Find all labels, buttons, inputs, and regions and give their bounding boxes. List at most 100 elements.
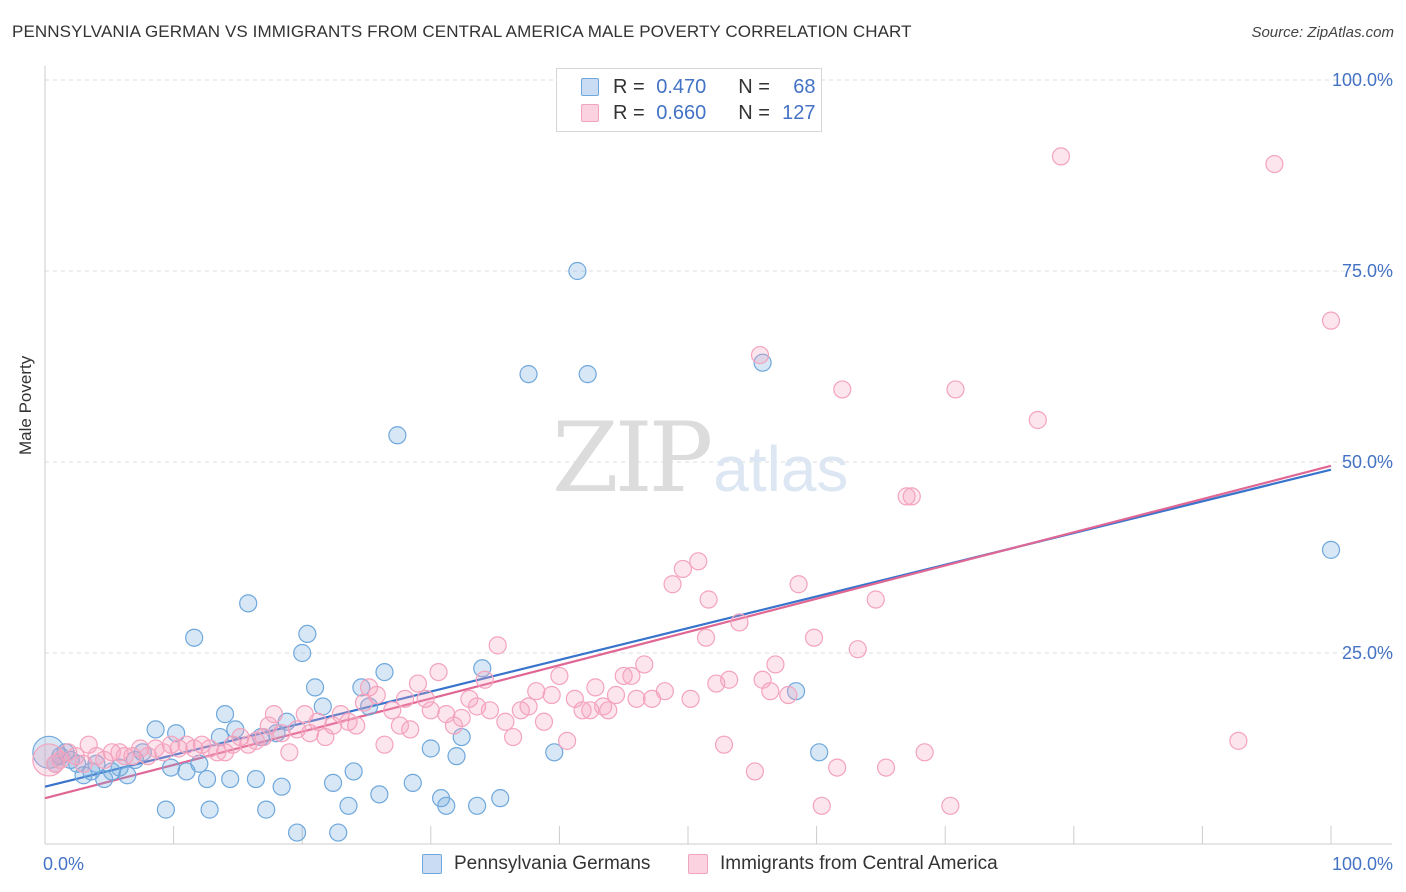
point-pennsylvania-germans: [403, 773, 422, 792]
point-central-america: [779, 685, 798, 705]
point-central-america: [215, 743, 235, 762]
point-central-america: [542, 685, 561, 705]
point-central-america: [475, 670, 494, 689]
point-pennsylvania-germans: [110, 758, 129, 777]
point-central-america: [828, 758, 847, 777]
series-swatch-blue: [422, 854, 442, 874]
point-central-america: [689, 552, 708, 571]
point-central-america: [519, 697, 538, 716]
point-central-america: [876, 758, 896, 777]
point-central-america: [789, 575, 808, 594]
point-central-america: [280, 743, 299, 762]
watermark-atlas: atlas: [713, 433, 849, 505]
point-central-america: [331, 705, 350, 724]
point-central-america: [66, 747, 85, 766]
point-central-america: [663, 575, 682, 594]
point-pennsylvania-germans: [578, 365, 597, 384]
point-central-america: [154, 743, 173, 762]
point-central-america: [123, 747, 142, 766]
point-pennsylvania-germans: [197, 769, 217, 789]
point-pennsylvania-germans: [545, 743, 564, 762]
point-central-america: [1265, 154, 1284, 174]
point-central-america: [395, 689, 415, 708]
point-central-america: [720, 670, 739, 689]
legend-n-label: N =: [738, 75, 770, 98]
point-central-america: [359, 678, 379, 697]
point-pennsylvania-germans: [388, 426, 407, 445]
point-central-america: [534, 712, 554, 731]
point-pennsylvania-germans: [156, 800, 175, 819]
point-central-america: [745, 762, 764, 781]
legend-r-value: 0.660: [656, 101, 707, 124]
point-central-america: [714, 735, 734, 754]
point-pennsylvania-germans: [329, 823, 348, 842]
point-pennsylvania-germans: [221, 769, 240, 789]
legend-swatch-pink: [581, 104, 599, 122]
point-pennsylvania-germans: [323, 773, 343, 792]
y-tick-label: 75.0%: [1342, 261, 1393, 281]
x-tick-label: 0.0%: [43, 854, 84, 874]
point-central-america: [131, 739, 150, 758]
legend-swatch-blue: [581, 78, 599, 96]
data-points: [32, 147, 1341, 842]
point-central-america: [390, 716, 410, 735]
point-central-america: [460, 689, 479, 708]
point-central-america: [606, 685, 626, 705]
point-central-america: [138, 747, 157, 766]
correlation-legend: R = 0.470 N = 68 R = 0.660 N = 127: [556, 68, 822, 132]
point-central-america: [599, 701, 618, 720]
point-pennsylvania-germans: [246, 769, 266, 789]
point-central-america: [504, 727, 523, 747]
point-pennsylvania-germans: [185, 628, 204, 647]
point-central-america: [1028, 410, 1047, 430]
point-central-america: [804, 628, 824, 647]
legend-n-value: 127: [782, 101, 816, 124]
trend-lines: [44, 464, 1332, 800]
point-pennsylvania-germans: [305, 678, 325, 697]
point-central-america: [766, 655, 785, 674]
gridlines: [45, 79, 1392, 654]
point-pennsylvania-germans: [287, 823, 307, 842]
point-pennsylvania-germans: [167, 724, 186, 743]
point-pennsylvania-germans: [272, 777, 291, 796]
legend-n-label: N =: [738, 101, 770, 124]
point-central-america: [272, 724, 291, 743]
point-central-america: [696, 628, 716, 647]
point-central-america: [254, 727, 273, 747]
legend-n-value: 68: [793, 75, 816, 98]
point-central-america: [383, 701, 402, 720]
legend-r-value: 0.470: [656, 75, 707, 98]
point-central-america: [627, 689, 646, 708]
series-swatch-pink: [688, 854, 708, 874]
legend-row-blue: R = 0.470 N = 68: [581, 74, 816, 100]
legend-row-pink: R = 0.660 N = 127: [581, 100, 816, 126]
point-pennsylvania-germans: [257, 800, 276, 819]
point-central-america: [375, 735, 394, 754]
point-central-america: [866, 590, 885, 609]
point-central-america: [527, 682, 546, 701]
point-central-america: [95, 750, 114, 770]
point-central-america: [946, 380, 965, 399]
point-central-america: [622, 666, 641, 686]
x-tick-label: 100.0%: [1332, 854, 1393, 874]
point-central-america: [730, 613, 749, 632]
point-central-america: [812, 796, 831, 815]
point-pennsylvania-germans: [190, 754, 209, 773]
point-central-america: [488, 636, 507, 655]
point-pennsylvania-germans: [375, 662, 394, 682]
point-pennsylvania-germans: [161, 758, 181, 777]
point-central-america: [761, 682, 780, 701]
point-central-america: [347, 716, 366, 735]
point-pennsylvania-germans: [200, 800, 219, 819]
point-central-america: [115, 747, 134, 766]
point-central-america: [223, 735, 242, 754]
point-central-america: [550, 666, 569, 686]
point-central-america: [635, 655, 654, 674]
point-pennsylvania-germans: [298, 624, 317, 644]
point-central-america: [915, 743, 934, 762]
point-pennsylvania-germans: [313, 697, 332, 716]
point-central-america: [681, 689, 700, 708]
point-central-america: [750, 345, 770, 365]
point-central-america: [231, 727, 250, 747]
